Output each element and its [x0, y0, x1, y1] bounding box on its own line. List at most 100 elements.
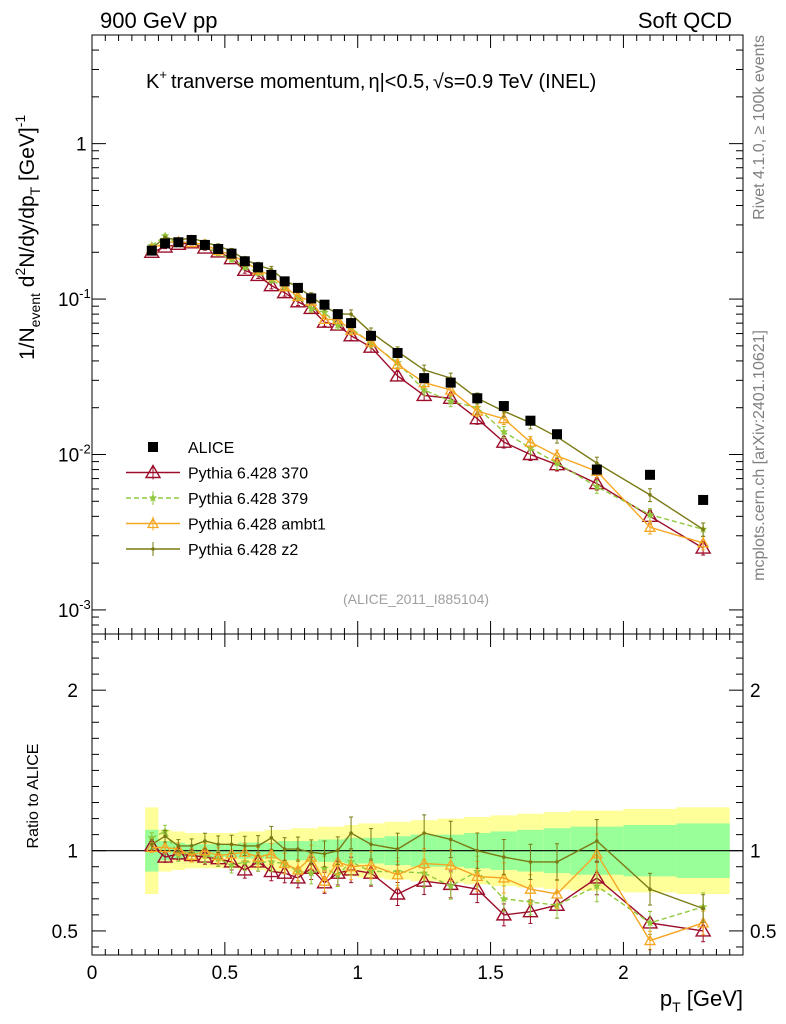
main-point-alice	[292, 282, 303, 293]
ratio-ylabel: Ratio to ALICE	[25, 744, 42, 849]
main-point-p370	[469, 410, 486, 425]
xlabel: pT [GeV]	[660, 986, 743, 1015]
legend-label-z2: Pythia 6.428 z2	[188, 542, 298, 559]
ratio-point-ambt1	[444, 858, 457, 870]
ratio-point-z2	[322, 852, 327, 856]
main-point-alice	[498, 401, 509, 412]
main-point-ambt1	[318, 313, 331, 325]
main-point-ambt1	[471, 404, 484, 416]
ratio-point-ambt1	[318, 874, 331, 886]
main-point-p379	[240, 262, 250, 271]
xlabel-unit: [GeV]	[681, 986, 743, 1011]
ratio-point-z2	[176, 844, 181, 848]
ratio-point-p379	[446, 881, 455, 890]
ratio-point-z2	[595, 839, 599, 843]
ratio-point-ambt1	[158, 841, 172, 853]
ratio-point-z2	[701, 906, 705, 911]
ratio-point-ambt1	[497, 871, 510, 883]
main-ylabel: 1/Nevent d2N/dy/dpT [GeV]-1	[12, 115, 43, 360]
main-point-ambt1	[344, 323, 358, 335]
ratio-point-z2	[269, 836, 274, 840]
ratio-y-tick-label: 2	[67, 681, 78, 702]
main-point-p370	[415, 387, 433, 402]
ratio-y-tick-label-right: 1	[750, 842, 761, 863]
ratio-point-z2	[242, 844, 247, 848]
y-tick-exp: -3	[79, 597, 91, 612]
header-left: 900 GeV pp	[100, 8, 217, 33]
header-right: Soft QCD	[638, 8, 732, 33]
main-point-alice	[226, 248, 237, 259]
main-point-ambt1	[291, 290, 305, 302]
ratio-point-ambt1	[697, 916, 710, 928]
main-point-alice	[366, 330, 376, 341]
main-point-ambt1	[550, 449, 564, 461]
ratio-point-p370	[276, 864, 293, 879]
x-tick-label: 1.5	[477, 963, 503, 984]
ratio-point-z2	[296, 847, 300, 851]
xlabel-main: p	[660, 986, 672, 1011]
ratio-point-z2	[475, 848, 480, 853]
ratio-point-p379	[320, 863, 329, 872]
ratio-point-p370	[156, 848, 174, 863]
ratio-point-z2	[349, 831, 353, 835]
mcplots-label: mcplots.cern.ch [arXiv:2401.10621]	[751, 330, 768, 581]
ratio-point-p370	[389, 885, 406, 900]
ratio-point-z2	[395, 847, 400, 851]
ratio-frame	[91, 633, 744, 956]
rivet-label: Rivet 4.1.0, ≥ 100k events	[751, 35, 768, 220]
main-point-alice	[146, 245, 157, 256]
y-tick-exp: -1	[79, 286, 91, 301]
ratio-point-ambt1	[198, 844, 212, 856]
main-point-alice	[266, 269, 277, 280]
ratio-point-p370	[522, 903, 539, 918]
main-point-ambt1	[391, 358, 404, 370]
legend-marker-p379	[148, 493, 158, 502]
legend-marker-alice	[148, 442, 158, 452]
main-point-z2	[648, 493, 652, 497]
main-point-p379	[333, 320, 343, 329]
main-point-alice	[239, 256, 250, 267]
ratio-point-ambt1	[550, 887, 564, 899]
title-charge: +	[159, 67, 167, 82]
chart-title: K+ tranverse momentum, η|<0.5, √s=0.9 TeV (…	[146, 67, 596, 93]
main-point-alice	[306, 293, 317, 304]
main-point-alice	[319, 299, 330, 310]
main-point-p379	[592, 482, 602, 491]
main-point-ambt1	[497, 412, 510, 424]
ylabel-sub1: event	[27, 293, 43, 327]
ratio-point-ambt1	[225, 847, 238, 859]
main-point-z2	[349, 312, 353, 316]
title-text: tranverse momentum,	[171, 71, 366, 93]
y-tick-label: 10-3	[58, 597, 91, 622]
ratio-point-ambt1	[471, 870, 484, 882]
main-point-ambt1	[524, 435, 537, 447]
legend-marker-p370	[144, 464, 162, 479]
ratio-y-tick-label-right: 2	[750, 681, 761, 702]
y-tick-base: 10	[58, 601, 79, 622]
ratio-point-ambt1	[212, 849, 225, 861]
y-tick-label: 10-1	[58, 286, 91, 311]
main-point-ambt1	[697, 536, 710, 548]
main-point-alice	[173, 237, 184, 248]
main-point-alice	[698, 494, 709, 505]
ylabel-mid: d	[16, 276, 39, 294]
ratio-point-z2	[189, 844, 194, 848]
legend: ALICE Pythia 6.428 370 Pythia 6.428 379 Pyt…	[126, 440, 326, 559]
main-point-ambt1	[643, 520, 657, 532]
x-tick-label: 0.5	[212, 963, 238, 984]
ratio-point-p370	[469, 880, 486, 895]
legend-marker-ambt1	[146, 517, 160, 529]
ratio-point-z2	[335, 848, 340, 853]
ratio-point-ambt1	[238, 845, 251, 857]
ratio-point-z2	[149, 842, 154, 847]
ratio-point-z2	[256, 844, 260, 848]
ratio-point-ambt1	[418, 857, 431, 869]
ylabel-unit: [GeV]	[16, 127, 39, 187]
main-point-alice	[199, 239, 210, 250]
ratio-point-z2	[203, 839, 207, 843]
ratio-point-ambt1	[291, 863, 305, 875]
ratio-point-p370	[694, 922, 712, 937]
main-point-p379	[645, 510, 655, 519]
